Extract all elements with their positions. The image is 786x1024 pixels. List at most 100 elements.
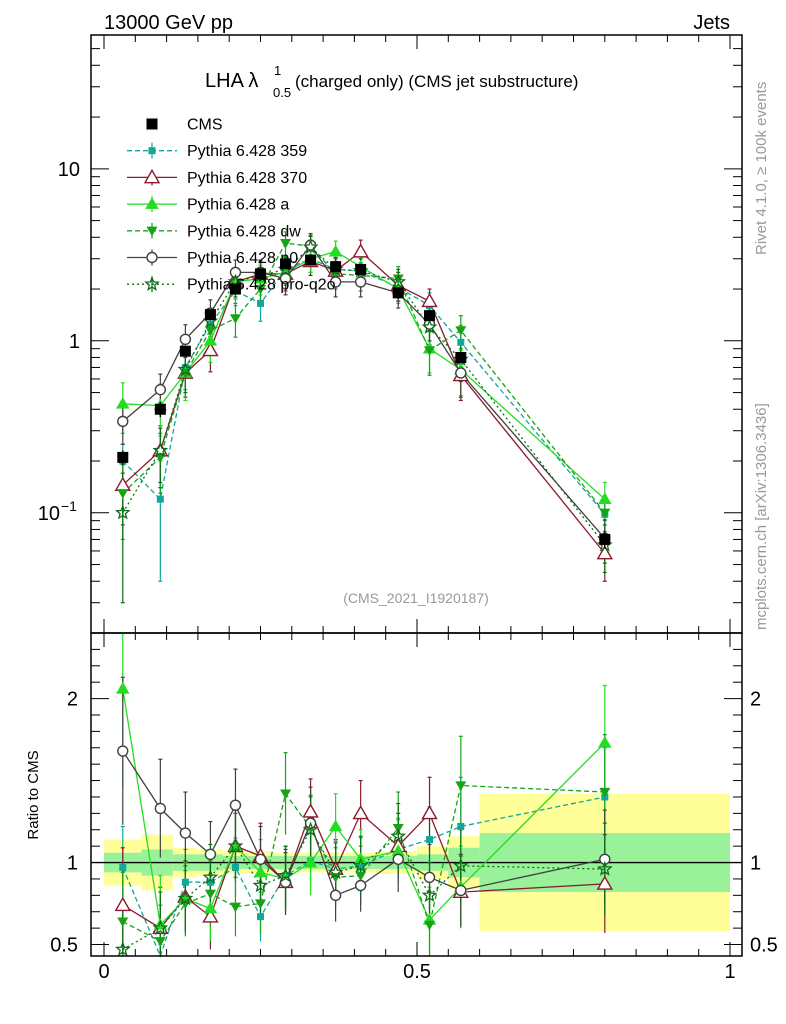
ratio-point-ppro <box>327 864 344 880</box>
legend-marker <box>143 168 161 184</box>
legend-marker <box>145 197 159 209</box>
ratio-point-p359 <box>119 863 127 871</box>
point-ppro <box>302 238 319 254</box>
point-p359 <box>257 299 264 307</box>
ratio-y-tick-label-right: 1 <box>750 853 761 875</box>
ratio-point-p370 <box>596 875 614 890</box>
legend-item-pa: Pythia 6.428 a <box>127 196 289 214</box>
ratio-point-pp0 <box>329 889 342 902</box>
ratio-point-p359 <box>426 836 434 844</box>
ratio-point-pa <box>328 819 343 832</box>
ratio-point-p370 <box>352 804 369 820</box>
ratio-point-p359 <box>206 878 214 886</box>
legend-label: CMS <box>187 117 223 134</box>
side-label-version: Rivet 4.1.0, ≥ 100k events <box>753 82 770 255</box>
legend-marker <box>144 275 160 291</box>
point-pa <box>328 244 343 257</box>
data-point <box>229 283 241 295</box>
point-pdw <box>117 489 129 499</box>
data-point <box>355 263 367 275</box>
x-tick-label: 0.5 <box>403 961 431 983</box>
legend-item-pdw: Pythia 6.428 dw <box>127 222 301 240</box>
legend-marker <box>148 147 156 155</box>
data-point <box>280 258 292 270</box>
data-point <box>305 254 317 266</box>
ratio-point-ppro <box>152 919 169 935</box>
data-point <box>392 287 404 299</box>
side-label-site: mcplots.cern.ch [arXiv:1306.3436] <box>753 403 770 630</box>
ratio-point-p370 <box>202 908 219 923</box>
point-pp0 <box>455 367 467 379</box>
ratio-point-pa <box>116 681 130 694</box>
legend-marker <box>146 118 158 130</box>
ratio-point-ppro <box>114 941 131 957</box>
ratio-point-p359 <box>457 822 465 830</box>
point-pp0 <box>329 276 342 288</box>
main-y-tick-exponent: −1 <box>61 498 77 514</box>
ratio-point-ppro <box>596 860 613 876</box>
main-y-tick-label: 1 <box>69 331 80 353</box>
ratio-point-pdw <box>154 937 166 947</box>
ratio-point-ppro <box>177 890 194 906</box>
point-pa <box>598 492 612 504</box>
point-pdw <box>392 274 404 285</box>
point-pp0 <box>229 266 242 279</box>
ratio-point-pp0 <box>179 827 192 839</box>
point-p370 <box>352 243 369 258</box>
ratio-point-pa <box>253 865 268 878</box>
ratio-point-p359 <box>231 863 239 871</box>
ratio-point-p370 <box>114 896 131 912</box>
ratio-point-pdw <box>355 871 367 882</box>
point-ppro <box>177 361 194 377</box>
ratio-y-tick-label: 0.5 <box>50 935 78 957</box>
title-text: (charged only) (CMS jet substructure) <box>295 72 578 91</box>
main-y-tick-label: 10 <box>38 503 60 525</box>
point-pa <box>203 333 218 346</box>
point-ppro <box>114 504 131 520</box>
title-symbol: LHA λ <box>205 70 258 92</box>
legend-item-p359: Pythia 6.428 359 <box>127 142 307 160</box>
ratio-point-pa <box>303 855 318 868</box>
ratio-point-pp0 <box>204 848 217 861</box>
series-line-p359 <box>122 258 606 515</box>
ratio-point-ppro <box>302 821 319 837</box>
legend-label: Pythia 6.428 359 <box>187 143 307 160</box>
ratio-point-pp0 <box>455 884 467 897</box>
legend-label: Pythia 6.428 p0 <box>187 250 298 267</box>
point-pp0 <box>117 415 129 428</box>
ratio-y-tick-label: 1 <box>67 853 78 875</box>
x-tick-label: 1 <box>724 961 735 983</box>
point-pdw <box>229 314 241 324</box>
ratio-y-tick-label: 2 <box>67 689 78 711</box>
legend-item-data: CMS <box>146 117 223 134</box>
ratio-point-ppro <box>202 869 219 885</box>
ratio-point-p359 <box>181 878 189 886</box>
series-line-ppro <box>122 246 606 546</box>
data-point <box>424 310 436 322</box>
legend-marker <box>146 226 158 237</box>
point-pdw <box>455 326 467 336</box>
data-point <box>330 261 342 273</box>
ratio-point-ppro <box>227 837 244 853</box>
ratio-point-pp0 <box>229 799 242 811</box>
legend-item-p370: Pythia 6.428 370 <box>127 168 307 187</box>
legend-label: Pythia 6.428 370 <box>187 170 307 187</box>
legend-item-pp0: Pythia 6.428 p0 <box>127 249 298 267</box>
series-line-p370 <box>122 250 606 554</box>
ratio-point-pdw <box>280 789 292 800</box>
ratio-point-p359 <box>257 913 264 921</box>
point-pdw <box>255 284 266 295</box>
ratio-point-ppro <box>252 877 269 893</box>
legend-label: Pythia 6.428 pro-q2o <box>187 277 336 294</box>
legend: CMS Pythia 6.428 359 Pythia 6.428 370 Pythi… <box>127 117 336 294</box>
title-subscript: 0.5 <box>273 85 291 100</box>
data-point <box>204 309 216 321</box>
analysis-watermark: (CMS_2021_I1920187) <box>343 590 489 606</box>
point-pdw <box>204 326 216 336</box>
data-point <box>179 345 191 357</box>
ratio-point-pp0 <box>117 745 129 757</box>
plot-title: LHA λ 1 0.5 (charged only) (CMS jet subs… <box>205 63 578 100</box>
ratio-point-ppro <box>452 857 469 873</box>
header-left: 13000 GeV pp <box>104 12 233 34</box>
